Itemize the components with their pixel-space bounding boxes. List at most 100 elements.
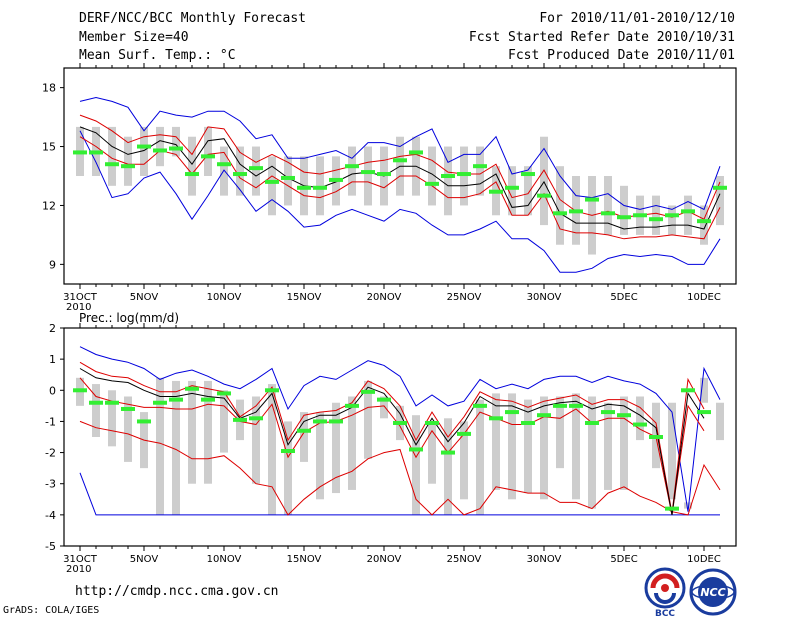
median-marker [585, 420, 599, 425]
median-marker [553, 403, 567, 408]
y-tick-label: 12 [42, 199, 56, 212]
ensemble-box [700, 205, 708, 245]
ensemble-box [108, 126, 116, 186]
y-tick-label: -1 [45, 415, 56, 428]
bcc-logo: BCC [644, 567, 686, 618]
ensemble-box [476, 399, 484, 515]
ensemble-box [508, 393, 516, 500]
median-marker [537, 413, 551, 418]
ensemble-box [604, 402, 612, 490]
ensemble-box [460, 421, 468, 500]
median-marker [73, 388, 87, 393]
ensemble-mean-line [79, 368, 705, 515]
median-marker [457, 431, 471, 436]
median-marker [185, 172, 199, 177]
median-marker [201, 154, 215, 159]
x-tick-label: 31OCT [63, 554, 98, 565]
chart-panel-1: 9 12 15 18 31OCT 5NOV 10NOV 15NOV 20NOV 25NOV 30NO… [42, 63, 737, 313]
ensemble-box [172, 380, 180, 515]
ensemble-box [412, 415, 420, 515]
ensemble-box [156, 126, 164, 167]
median-marker [585, 197, 599, 202]
source-url[interactable]: http://cmdp.ncc.cma.gov.cn [75, 584, 279, 599]
median-marker [617, 413, 631, 418]
ensemble-box [652, 195, 660, 235]
ensemble-box [620, 185, 628, 235]
median-marker [201, 397, 215, 402]
median-marker [553, 211, 567, 216]
ensemble-box [92, 384, 100, 437]
median-marker [425, 181, 439, 186]
median-marker [313, 185, 327, 190]
median-marker [601, 410, 615, 415]
ensemble-box [668, 205, 676, 235]
ensemble-mean-line [79, 126, 721, 230]
x-tick-label: 10DEC [687, 292, 721, 303]
median-marker [649, 435, 663, 439]
ensemble-box [508, 166, 516, 216]
x-tick-label: 30NOV [527, 554, 562, 565]
ensemble-box [188, 136, 196, 196]
ensemble-box [684, 195, 692, 235]
ncc-logo: NCC [689, 568, 737, 616]
median-marker [569, 403, 583, 408]
ensemble-box [332, 402, 340, 494]
upper-sd-line [79, 361, 705, 514]
lower-sd-line [79, 377, 705, 516]
y-tick-label: -5 [45, 540, 56, 553]
chart-panel-2: -5 -4 -3 -2 -1 0 1 2 31OCT 5NOV 10NOV 15NOV 20NOV 25N… [45, 311, 737, 575]
median-marker [345, 164, 359, 169]
max-line [79, 346, 721, 512]
ensemble-box [140, 126, 148, 176]
ensemble-box [444, 146, 452, 216]
median-marker [233, 172, 247, 177]
ensemble-box [300, 412, 308, 462]
y-tick-label: -3 [45, 478, 56, 491]
median-marker [601, 211, 615, 216]
ensemble-box [716, 402, 724, 441]
median-marker [697, 410, 711, 415]
median-marker [89, 400, 103, 405]
median-marker [489, 416, 503, 421]
median-marker [313, 419, 327, 424]
x-tick-label: 20NOV [367, 554, 402, 565]
median-marker [217, 162, 231, 167]
ensemble-box [540, 136, 548, 226]
bcc-logo-text: BCC [655, 609, 675, 618]
ensemble-box [524, 399, 532, 494]
median-marker [361, 389, 375, 394]
ensemble-box [156, 377, 164, 515]
median-marker [409, 447, 423, 452]
ensemble-box [668, 402, 676, 500]
panel-title: Prec.: log(mm/d) [79, 311, 179, 325]
variable-label: Mean Surf. Temp.: °C [79, 48, 236, 63]
median-marker [233, 417, 247, 422]
median-marker [681, 388, 695, 393]
y-tick-label: -2 [45, 447, 56, 460]
median-marker [281, 175, 295, 180]
ncc-logo-text: NCC [700, 586, 725, 599]
median-marker [537, 193, 551, 198]
median-marker [473, 403, 487, 408]
median-marker [249, 166, 263, 171]
x-tick-label: 25NOV [447, 292, 482, 303]
median-marker [649, 217, 663, 222]
x-tick-label: 10DEC [687, 554, 721, 565]
ensemble-box [588, 396, 596, 509]
x-tick-label: 20NOV [367, 292, 402, 303]
ensemble-box [684, 502, 692, 509]
median-marker [217, 391, 231, 396]
max-line [79, 96, 721, 211]
x-tick-label: 15NOV [287, 292, 322, 303]
median-marker [393, 158, 407, 163]
ensemble-box [124, 396, 132, 462]
ensemble-box [252, 146, 260, 196]
chart-title: DERF/NCC/BCC Monthly Forecast [79, 11, 306, 26]
y-tick-label: 9 [49, 258, 56, 271]
ensemble-box [220, 146, 228, 196]
median-marker [137, 144, 151, 149]
median-marker [281, 449, 295, 454]
ensemble-box [236, 146, 244, 196]
forecast-start-date: Fcst Started Refer Date 2010/10/31 [468, 30, 735, 45]
median-marker [121, 406, 135, 411]
